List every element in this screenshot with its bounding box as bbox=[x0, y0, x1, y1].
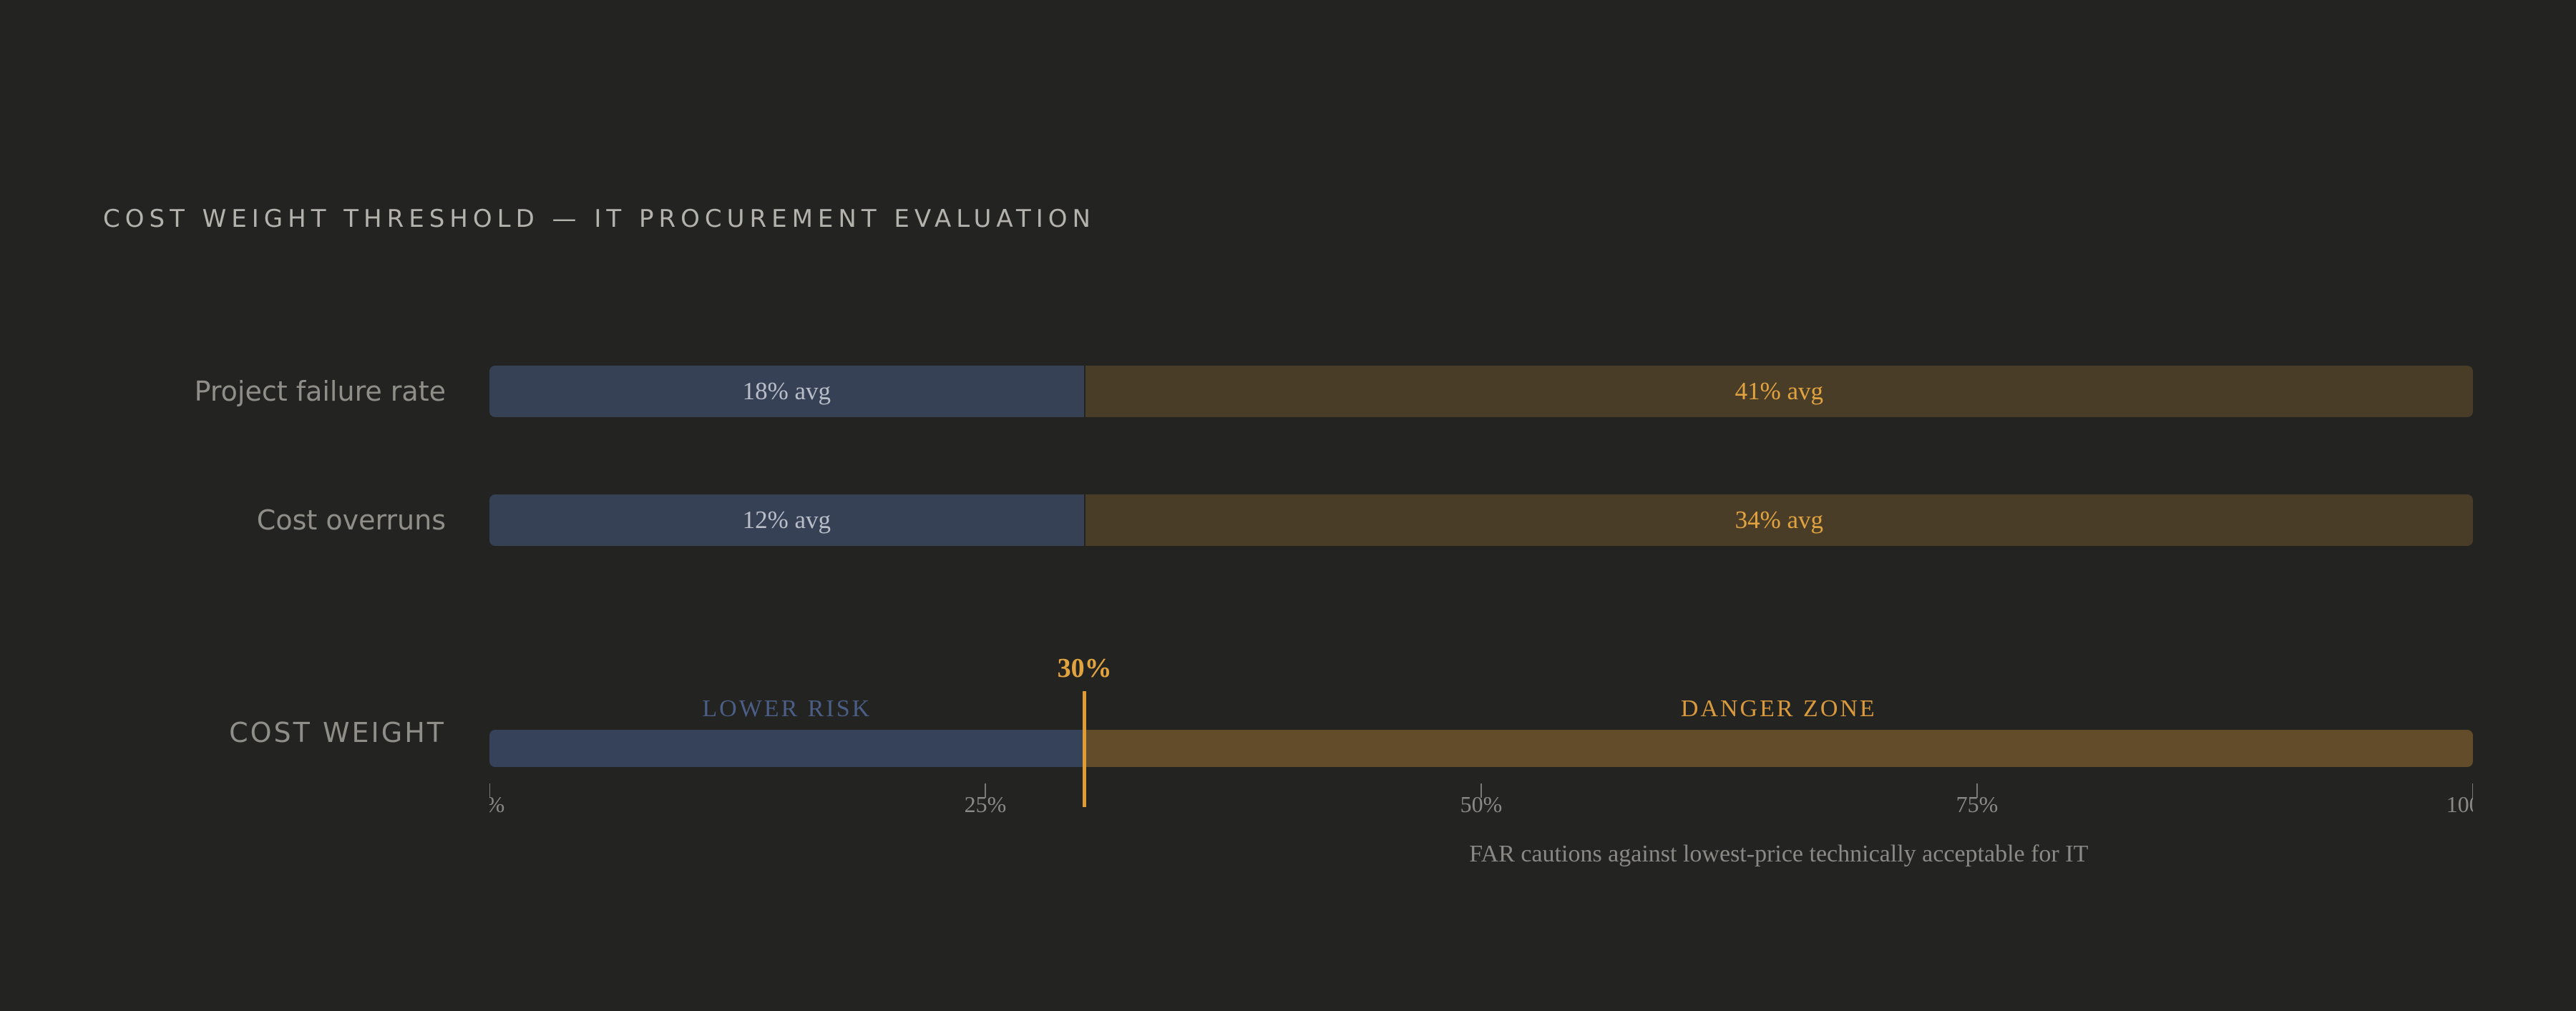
chart-title: COST WEIGHT THRESHOLD — IT PROCUREMENT E… bbox=[103, 205, 1096, 233]
bar-segment-danger-zone: 34% avg bbox=[1085, 494, 2473, 546]
zone-label-danger-zone: DANGER ZONE bbox=[1680, 695, 1877, 722]
x-tick bbox=[489, 783, 490, 798]
annotation-note: FAR cautions against lowest-price techni… bbox=[1469, 841, 2089, 867]
row-label: Cost overruns bbox=[256, 504, 446, 536]
bar-segment-lower-risk: 12% avg bbox=[489, 494, 1084, 546]
zone-label-lower-risk: LOWER RISK bbox=[702, 695, 872, 722]
threshold-line bbox=[1083, 691, 1087, 807]
x-tick bbox=[1976, 783, 1978, 798]
threshold-label: 30% bbox=[1057, 653, 1112, 683]
data-label: 18% avg bbox=[742, 377, 831, 405]
x-tick bbox=[1480, 783, 1482, 798]
bar-segment-lower-risk: 18% avg bbox=[489, 366, 1084, 417]
axis-bar-danger-zone bbox=[1084, 730, 2473, 767]
data-label: 41% avg bbox=[1735, 377, 1824, 405]
axis-row-label: COST WEIGHT bbox=[229, 717, 446, 748]
bar-segment-danger-zone: 41% avg bbox=[1085, 366, 2473, 417]
x-tick-label: 75% bbox=[1956, 791, 1999, 817]
data-label: 34% avg bbox=[1735, 506, 1824, 534]
x-tick-label: 50% bbox=[1460, 791, 1503, 817]
data-label: 12% avg bbox=[742, 506, 831, 534]
x-tick-label: 0% bbox=[489, 791, 504, 818]
x-tick-label: 25% bbox=[964, 791, 1007, 817]
row-label: Project failure rate bbox=[194, 376, 446, 407]
axis-bar-lower-risk bbox=[489, 730, 1085, 767]
x-tick bbox=[2472, 783, 2473, 798]
x-axis-ticks: 0% 25% 50% 75% 100% bbox=[489, 783, 2473, 826]
x-tick bbox=[985, 783, 986, 798]
x-tick-label: 100% bbox=[2446, 791, 2473, 817]
